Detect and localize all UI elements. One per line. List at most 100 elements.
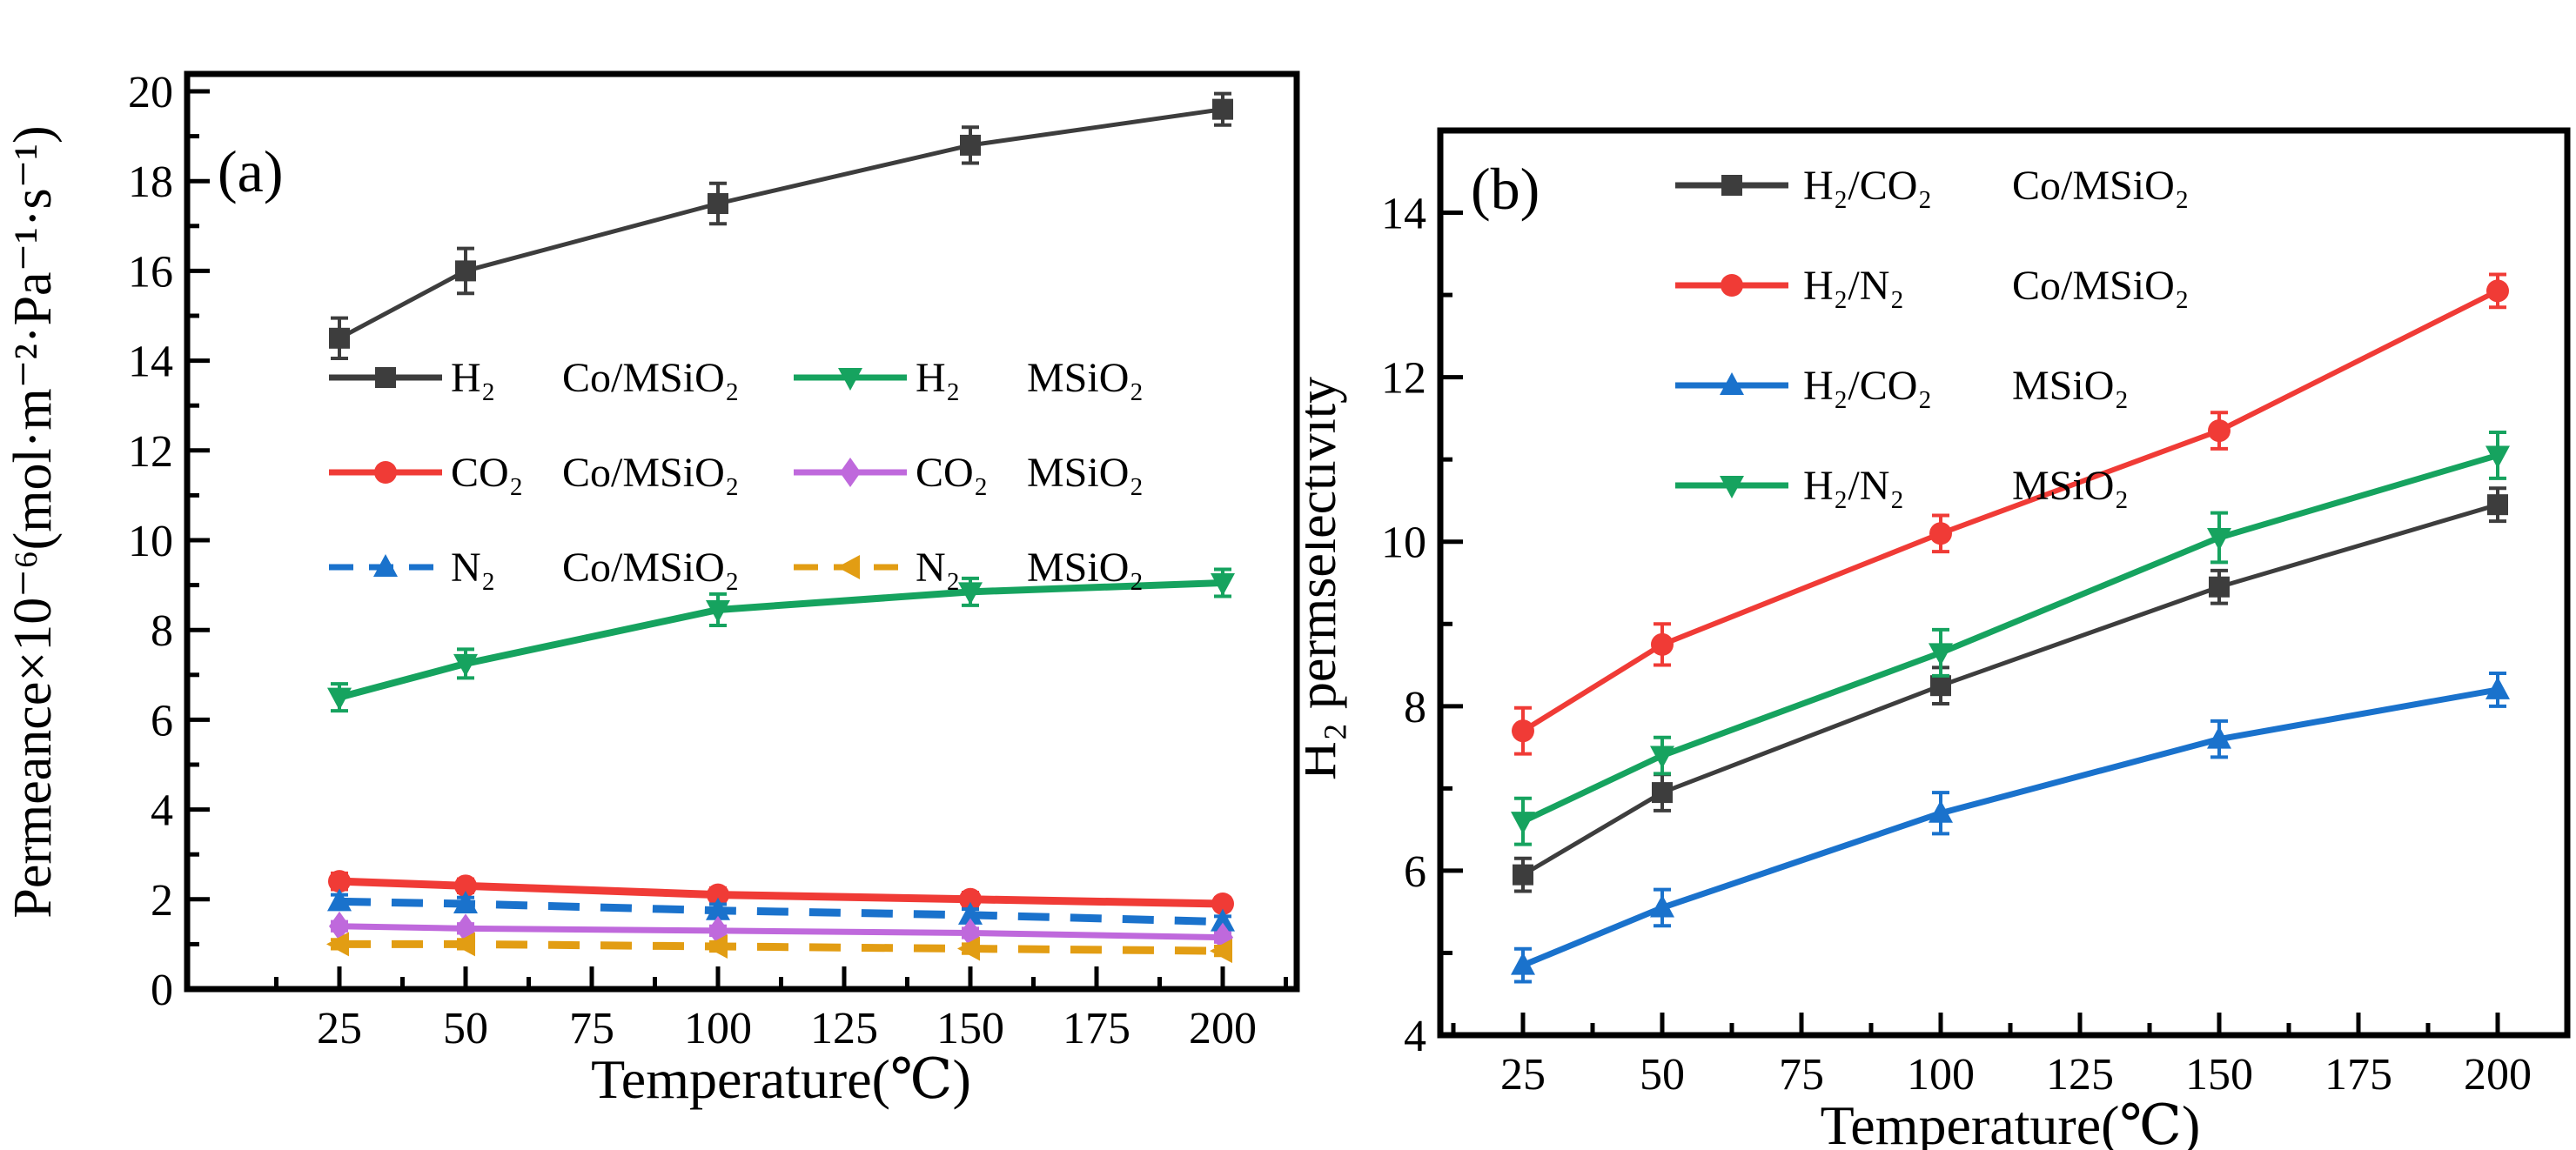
series-b-0-marker-square xyxy=(1513,864,1533,886)
y-tick-label-a-0: 0 xyxy=(151,966,173,1015)
legend-gas-label-a-3: H₂ xyxy=(916,355,960,401)
legend-a-5-marker-triangle-left xyxy=(837,555,860,579)
legend-gas-label-b-2: H₂/CO₂ xyxy=(1803,363,1932,409)
series-a-5-marker-triangle-left xyxy=(1210,939,1232,964)
series-b-3-marker-triangle-down xyxy=(2207,528,2231,551)
x-axis-label-b: Temperature(℃) xyxy=(1821,1094,2201,1150)
x-tick-label-a-200: 200 xyxy=(1189,1004,1257,1053)
legend-gas-label-b-1: H₂/N₂ xyxy=(1803,263,1904,309)
legend-gas-label-a-2: N₂ xyxy=(451,545,495,591)
plot-frame-a xyxy=(184,70,1300,993)
x-tick-label-a-125: 125 xyxy=(810,1004,878,1053)
legend-a-0-marker-square xyxy=(375,367,396,388)
series-b-2-marker-triangle-up xyxy=(1511,952,1535,975)
legend-gas-label-a-5: N₂ xyxy=(916,545,960,591)
series-b-3-marker-triangle-down xyxy=(2485,445,2510,469)
axis-ticks-a xyxy=(187,89,1288,992)
series-a-0 xyxy=(329,91,1233,361)
x-tick-label-a-75: 75 xyxy=(569,1004,614,1053)
series-b-1-marker-circle xyxy=(2486,279,2509,303)
series-line-a-3 xyxy=(338,579,1224,701)
series-a-2-marker-triangle-up xyxy=(327,888,352,912)
series-a-5-marker-triangle-left xyxy=(326,932,349,957)
series-b-1 xyxy=(1512,272,2509,756)
legend-b-3-marker-triangle-down xyxy=(1720,476,1744,498)
series-a-0-marker-square xyxy=(960,134,981,156)
y-tick-label-b-14: 14 xyxy=(1381,190,1426,239)
series-a-2 xyxy=(327,888,1235,932)
series-b-3 xyxy=(1511,430,2510,846)
legend-gas-label-a-0: H₂ xyxy=(451,355,495,401)
legend-b-1-marker-circle xyxy=(1721,274,1743,297)
panel-label-b: (b) xyxy=(1471,156,1540,222)
x-tick-label-b-100: 100 xyxy=(1907,1050,1975,1100)
legend-membrane-label-b-0: Co/MSiO₂ xyxy=(2012,163,2189,209)
y-tick-label-b-10: 10 xyxy=(1381,518,1426,568)
legend-membrane-label-b-3: MSiO₂ xyxy=(2012,463,2129,509)
legend-a-3-marker-triangle-down xyxy=(838,368,862,391)
y-tick-label-b-6: 6 xyxy=(1404,847,1426,897)
series-a-5-marker-triangle-left xyxy=(957,936,980,961)
x-tick-label-b-25: 25 xyxy=(1500,1050,1546,1100)
series-a-3-marker-triangle-down xyxy=(453,653,478,677)
legend-a: H₂ Co/MSiO₂ CO₂ Co/MSiO₂ N₂ Co/MSiO₂ H₂ MSiO₂ CO… xyxy=(329,355,1144,591)
legend-membrane-label-a-0: Co/MSiO₂ xyxy=(562,355,739,401)
series-a-2-marker-triangle-up xyxy=(453,890,478,913)
legend-gas-label-a-1: CO₂ xyxy=(451,450,523,496)
error-bars-b-1 xyxy=(1514,272,2506,756)
panel-b-svg: 25 50 75 100 125 150 175 200 4 6 8 10 12 14 H₂/CO₂ Co/M… xyxy=(1305,127,2571,1150)
series-a-3-marker-triangle-down xyxy=(327,687,352,711)
series-b-3-marker-triangle-down xyxy=(1511,812,1535,835)
series-a-2-marker-triangle-up xyxy=(706,897,730,920)
panel-a-svg: 25 50 75 100 125 150 175 200 0 2 4 6 8 10 12 14 16 18 20 H₂… xyxy=(3,68,1300,1110)
series-b-2-marker-triangle-up xyxy=(1650,894,1674,918)
legend-entry-b-1: H₂/N₂ Co/MSiO₂ xyxy=(1675,263,2189,309)
legend-gas-label-a-4: CO₂ xyxy=(916,450,988,496)
series-a-2-marker-triangle-up xyxy=(958,901,983,925)
y-tick-label-a-2: 2 xyxy=(151,876,173,926)
legend-entry-a-3: H₂ MSiO₂ xyxy=(794,355,1144,401)
series-b-1-marker-circle xyxy=(1651,632,1674,656)
legend-membrane-label-b-1: Co/MSiO₂ xyxy=(2012,263,2189,309)
legend-a-4-marker-diamond xyxy=(840,458,861,487)
y-axis-label-a: Permeance×10⁻⁶(mol·m⁻²·Pa⁻¹·s⁻¹) xyxy=(3,125,63,918)
x-tick-label-a-50: 50 xyxy=(443,1004,488,1053)
legend-entry-b-0: H₂/CO₂ Co/MSiO₂ xyxy=(1675,163,2189,209)
y-tick-label-a-16: 16 xyxy=(128,247,173,297)
legend-b-0-marker-square xyxy=(1721,175,1742,196)
legend-a-1-marker-circle xyxy=(374,461,397,484)
legend-entry-a-5: N₂ MSiO₂ xyxy=(794,545,1144,591)
series-b-1-marker-circle xyxy=(2208,419,2231,443)
y-tick-label-a-18: 18 xyxy=(128,157,173,207)
x-tick-label-a-175: 175 xyxy=(1063,1004,1130,1053)
series-a-3-marker-triangle-down xyxy=(1211,573,1235,597)
legend-b: H₂/CO₂ Co/MSiO₂ H₂/N₂ Co/MSiO₂ H₂/CO₂ MSiO₂ H₂… xyxy=(1675,163,2189,509)
legend-gas-label-b-0: H₂/CO₂ xyxy=(1803,163,1932,209)
error-bars-a-0 xyxy=(331,91,1231,361)
series-b-0 xyxy=(1513,486,2508,893)
series-b-2-marker-triangle-up xyxy=(2485,676,2510,699)
series-b-0-marker-square xyxy=(2209,576,2230,598)
series-b-1-marker-circle xyxy=(1512,719,1534,743)
series-a-2-marker-triangle-up xyxy=(1211,908,1235,932)
series-a-5-marker-triangle-left xyxy=(705,933,728,959)
series-a-1-marker-circle xyxy=(328,870,351,893)
error-bars-b-2 xyxy=(1514,672,2506,984)
legend-membrane-label-a-1: Co/MSiO₂ xyxy=(562,450,739,496)
x-tick-label-a-150: 150 xyxy=(936,1004,1004,1053)
series-a-1-marker-circle xyxy=(707,883,729,906)
legend-entry-a-1: CO₂ Co/MSiO₂ xyxy=(329,450,739,496)
series-b-0-marker-square xyxy=(1930,675,1951,697)
series-a-1-marker-circle xyxy=(959,887,982,911)
x-tick-label-b-125: 125 xyxy=(2046,1050,2114,1100)
plot-frame-b xyxy=(1437,127,2571,1039)
y-tick-label-a-8: 8 xyxy=(151,606,173,656)
series-a-0-marker-square xyxy=(1212,98,1233,120)
legend-membrane-label-a-2: Co/MSiO₂ xyxy=(562,545,739,591)
x-axis-label-a: Temperature(℃) xyxy=(591,1048,971,1110)
legend-entry-a-2: N₂ Co/MSiO₂ xyxy=(329,545,739,591)
series-b-3-marker-triangle-down xyxy=(1929,643,1953,666)
series-b-0-marker-square xyxy=(2487,494,2508,516)
series-line-b-2 xyxy=(1521,686,2499,968)
